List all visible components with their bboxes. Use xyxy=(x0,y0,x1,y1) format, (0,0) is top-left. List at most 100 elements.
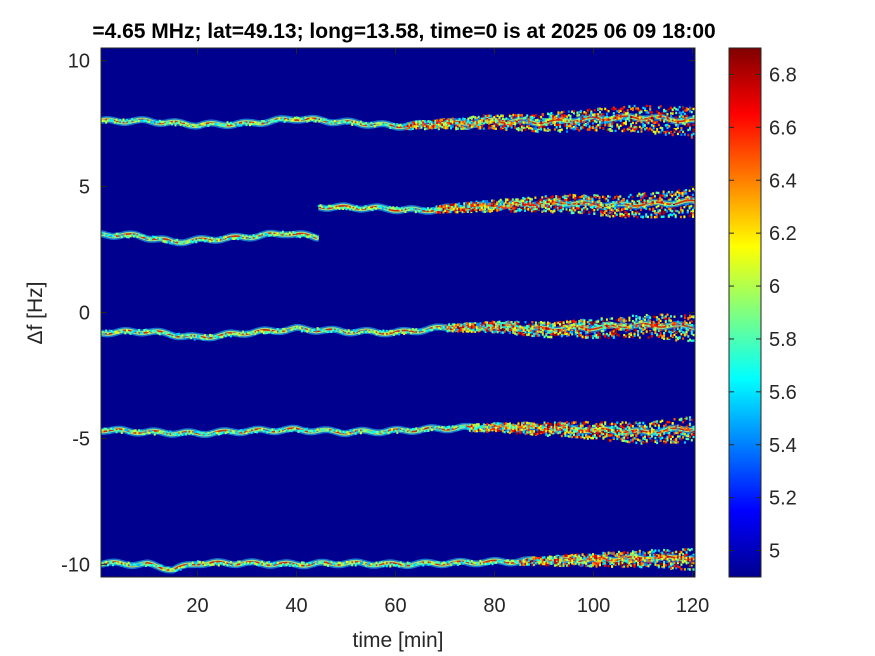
speckle-cell xyxy=(623,424,626,427)
speckle-cell xyxy=(106,563,109,567)
speckle-cell xyxy=(540,323,543,327)
speckle-cell xyxy=(380,561,383,564)
speckle-cell xyxy=(328,561,331,564)
speckle-cell xyxy=(479,427,482,431)
speckle-cell xyxy=(626,436,629,439)
trace-2 xyxy=(317,187,695,219)
speckle-cell xyxy=(630,129,633,133)
speckle-cell xyxy=(617,196,620,199)
speckle-cell xyxy=(638,321,641,324)
speckle-cell xyxy=(285,232,288,236)
speckle-cell xyxy=(553,333,556,337)
speckle-cell xyxy=(524,560,527,563)
speckle-cell xyxy=(565,208,568,211)
speckle-cell xyxy=(410,564,413,568)
speckle-cell xyxy=(356,329,359,332)
speckle-cell xyxy=(157,331,160,335)
speckle-cell xyxy=(191,334,194,338)
speckle-cell xyxy=(503,323,506,326)
speckle-cell xyxy=(590,430,593,433)
speckle-cell xyxy=(531,325,534,328)
speckle-cell xyxy=(673,432,676,435)
speckle-cell xyxy=(657,106,660,109)
speckle-cell xyxy=(595,129,598,132)
speckle-cell xyxy=(550,329,553,332)
speckle-cell xyxy=(415,563,418,566)
speckle-cell xyxy=(626,423,629,426)
speckle-cell xyxy=(592,557,594,560)
speckle-cell xyxy=(609,323,612,326)
speckle-cell xyxy=(576,330,579,333)
speckle-cell xyxy=(659,420,662,424)
speckle-cell xyxy=(623,565,626,568)
speckle-cell xyxy=(514,113,517,117)
speckle-cell xyxy=(571,561,574,564)
speckle-cell xyxy=(683,331,686,334)
speckle-cell xyxy=(508,325,511,328)
speckle-cell xyxy=(479,322,482,325)
speckle-cell xyxy=(685,417,688,420)
speckle-cell xyxy=(687,437,690,441)
speckle-cell xyxy=(541,113,544,116)
speckle-cell xyxy=(235,236,238,240)
speckle-cell xyxy=(628,119,631,122)
speckle-cell xyxy=(297,562,300,566)
speckle-cell xyxy=(138,234,141,237)
speckle-cell xyxy=(226,237,229,241)
speckle-cell xyxy=(579,200,582,203)
speckle-cell xyxy=(560,200,563,203)
speckle-cell xyxy=(574,127,577,130)
speckle-cell xyxy=(524,432,527,435)
speckle-cell xyxy=(692,315,695,318)
speckle-cell xyxy=(545,424,548,427)
speckle-cell xyxy=(396,563,399,567)
speckle-cell xyxy=(605,318,608,321)
speckle-cell xyxy=(212,122,215,126)
speckle-cell xyxy=(408,328,411,331)
speckle-cell xyxy=(495,120,497,123)
speckle-cell xyxy=(281,117,284,120)
speckle-cell xyxy=(413,563,416,566)
speckle-cell xyxy=(522,126,525,130)
speckle-cell xyxy=(491,425,494,429)
speckle-cell xyxy=(607,128,610,131)
speckle-cell xyxy=(626,199,629,202)
speckle-cell xyxy=(633,432,636,436)
speckle-cell xyxy=(597,434,600,437)
speckle-cell xyxy=(432,326,435,329)
speckle-cell xyxy=(446,561,449,564)
speckle-cell xyxy=(675,119,678,122)
speckle-cell xyxy=(283,120,286,123)
speckle-cell xyxy=(382,123,385,126)
speckle-cell xyxy=(545,431,548,434)
speckle-cell xyxy=(219,432,222,436)
speckle-cell xyxy=(650,325,653,329)
speckle-cell xyxy=(481,124,484,128)
speckle-cell xyxy=(240,563,243,566)
speckle-cell xyxy=(487,203,490,206)
speckle-cell xyxy=(378,330,381,333)
speckle-cell xyxy=(441,125,444,129)
speckle-cell xyxy=(317,204,320,208)
speckle-cell xyxy=(559,321,562,324)
speckle-cell xyxy=(221,123,224,127)
speckle-cell xyxy=(683,314,686,317)
speckle-cell xyxy=(366,563,369,566)
speckle-cell xyxy=(532,203,535,207)
speckle-cell xyxy=(545,559,548,562)
speckle-cell xyxy=(316,118,319,121)
speckle-cell xyxy=(179,242,182,245)
speckle-cell xyxy=(472,423,475,427)
speckle-cell xyxy=(476,426,478,429)
speckle-cell xyxy=(522,558,525,562)
speckle-cell xyxy=(590,558,593,562)
speckle-cell xyxy=(683,432,686,436)
speckle-cell xyxy=(555,555,558,558)
speckle-cell xyxy=(288,429,291,432)
speckle-cell xyxy=(680,431,683,434)
speckle-cell xyxy=(309,234,312,238)
speckle-cell xyxy=(150,429,153,433)
speckle-cell xyxy=(621,425,624,429)
speckle-cell xyxy=(191,432,194,435)
speckle-cell xyxy=(294,327,296,330)
